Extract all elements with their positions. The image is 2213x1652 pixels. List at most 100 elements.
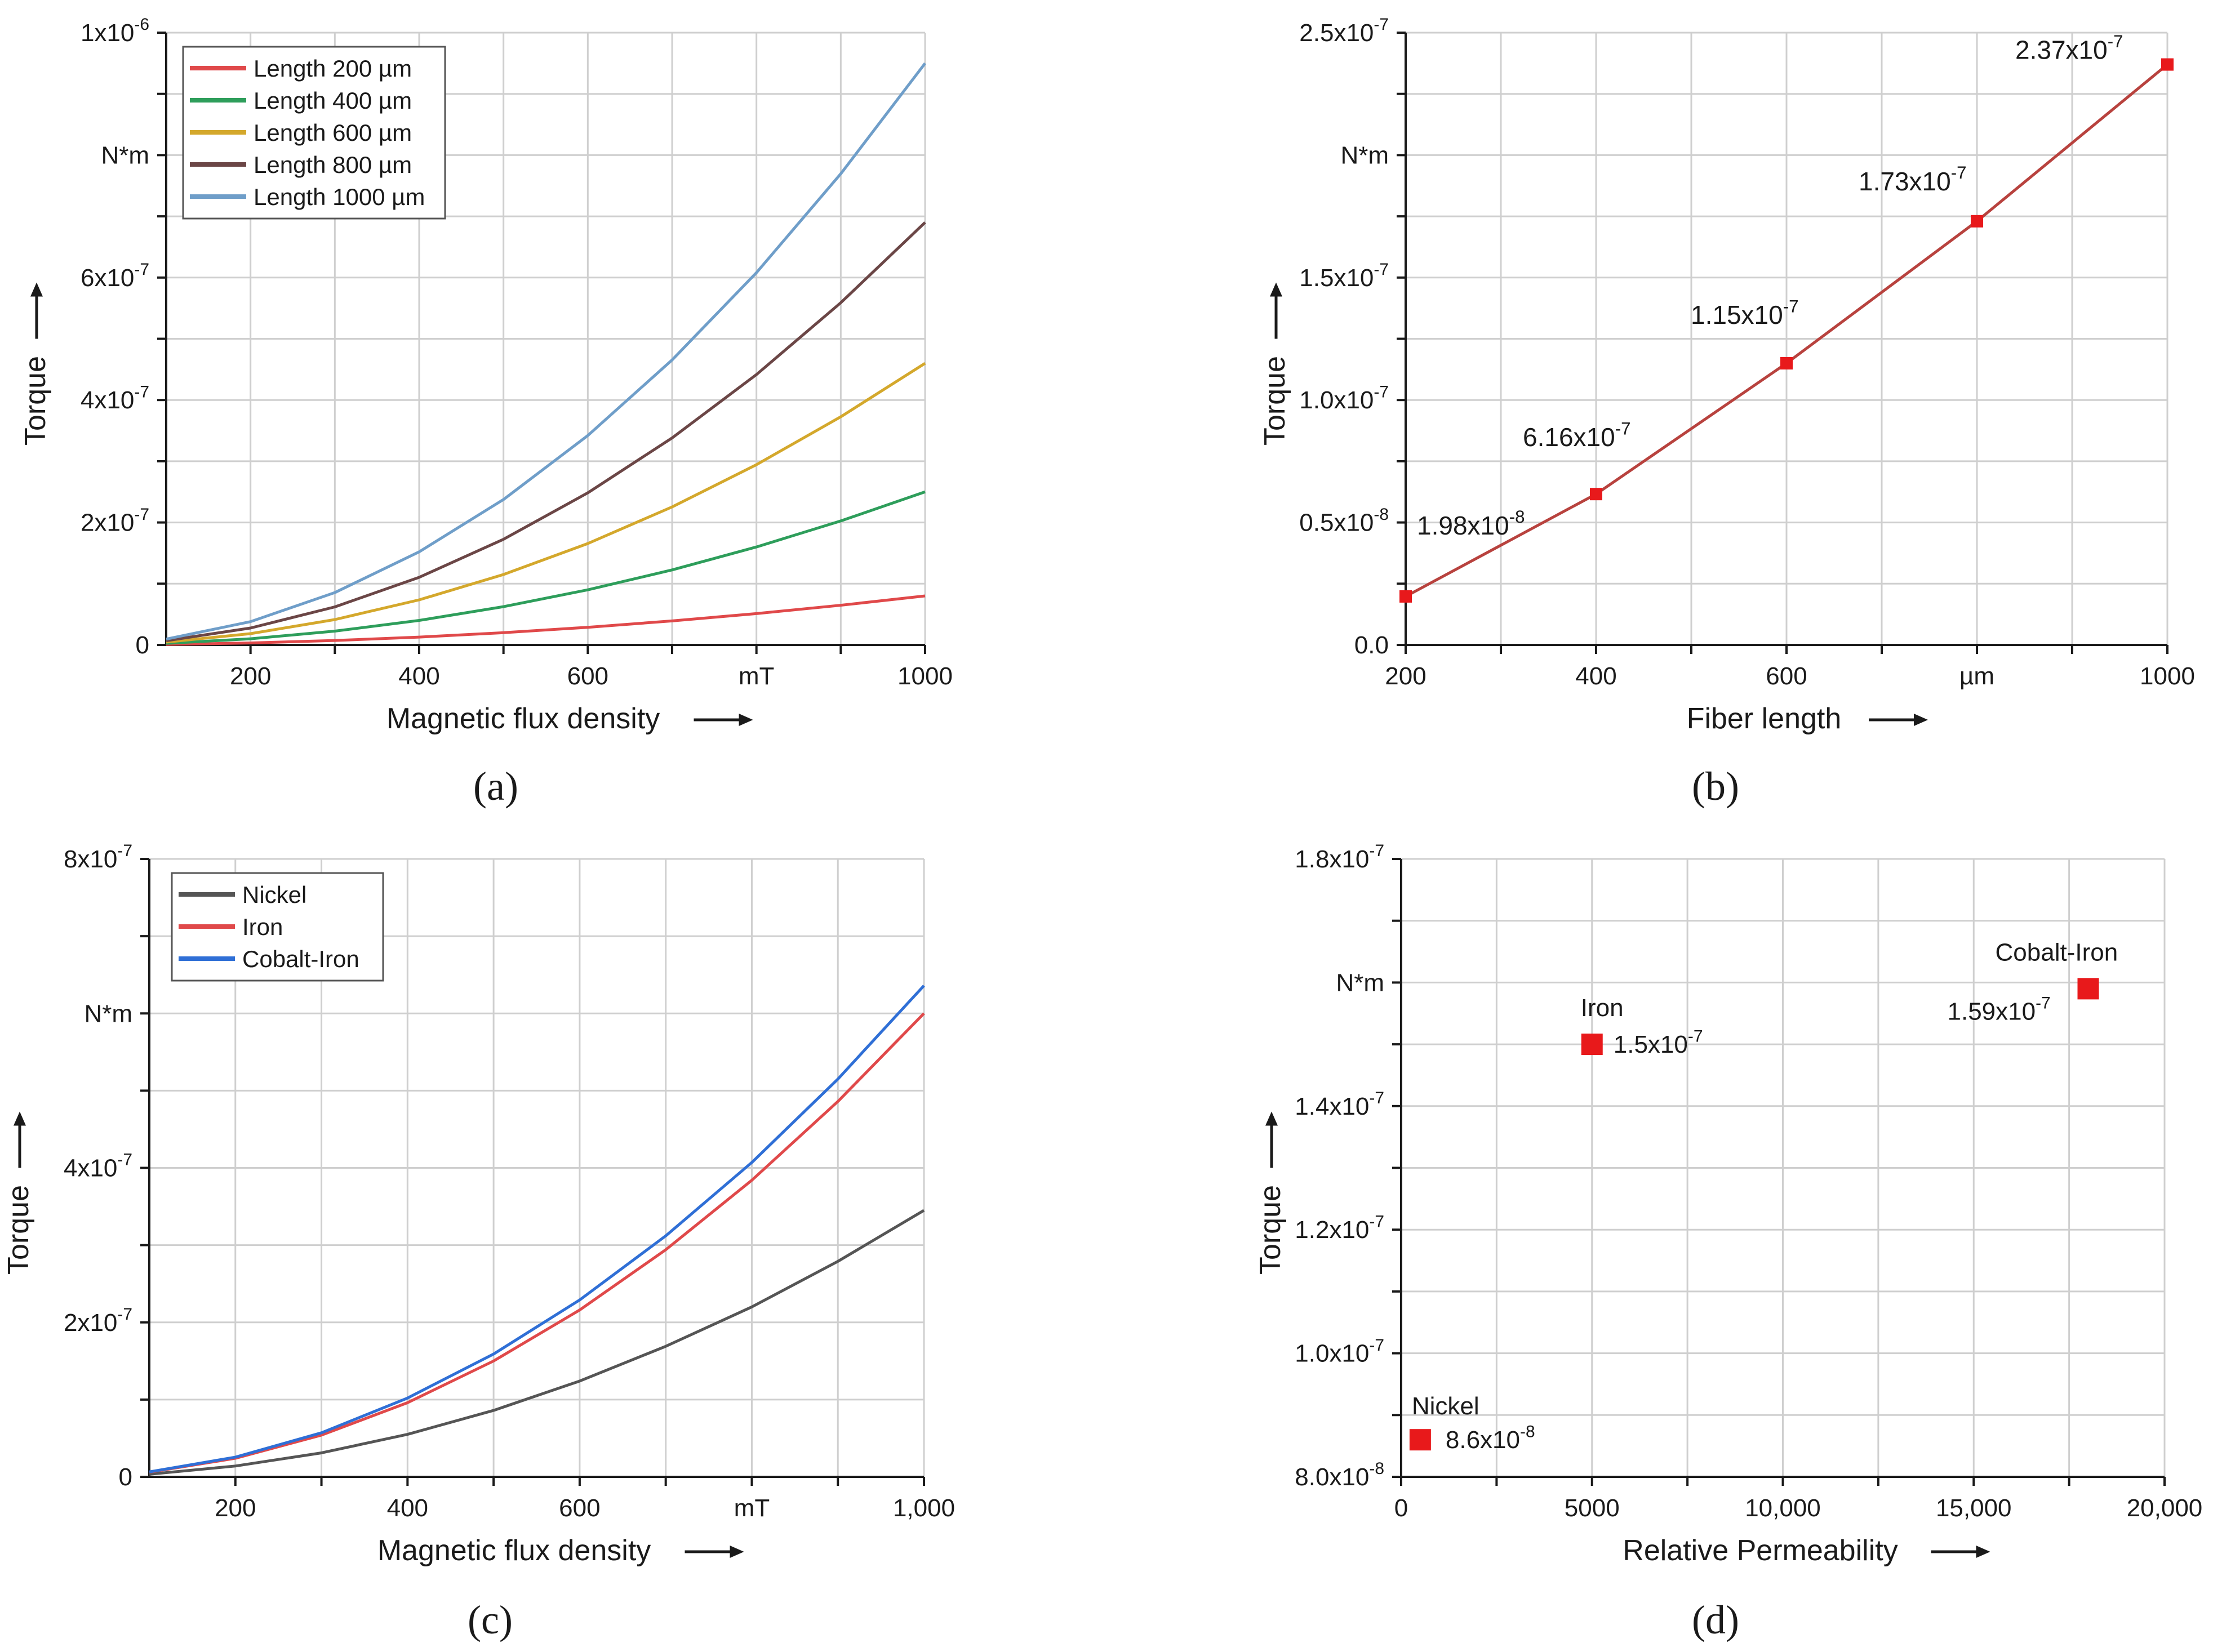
caption-c: (c)	[468, 1597, 513, 1642]
y-tick-label: 1.4x10-7	[1295, 1089, 1384, 1120]
x-tick-label: 15,000	[1936, 1494, 2012, 1522]
series-line-length-200-m	[166, 594, 926, 646]
point-name-label: Iron	[1581, 994, 1624, 1022]
y-tick-label: 8.0x10-8	[1295, 1459, 1384, 1491]
x-axis-label: Magnetic flux density	[386, 702, 660, 735]
chart-d: 0 5000 10,000 15,000 20,000 8.0x10-8 1.0x10-7 1…	[1254, 841, 2202, 1567]
x-axis-arrowhead-icon	[1976, 1546, 1990, 1558]
y-tick-label: 0	[136, 631, 149, 659]
y-tick-label: 0.5x10-8	[1299, 505, 1389, 537]
data-point-marker	[1971, 215, 1983, 228]
y-tick-label: 1x10-6	[81, 15, 149, 47]
data-point-nickel	[1409, 1429, 1431, 1451]
x-tick-label: 200	[1385, 662, 1426, 690]
data-point-iron	[1581, 1034, 1603, 1056]
y-tick-label: 1.2x10-7	[1295, 1212, 1384, 1244]
series-line-length-800-m	[166, 221, 926, 642]
point-value-label: 1.59x10-7	[1948, 994, 2051, 1026]
y-tick-label: N*m	[1340, 141, 1389, 169]
data-point-marker	[1780, 357, 1793, 369]
legend-label: Length 800 µm	[254, 152, 412, 178]
y-axis-arrowhead-icon	[14, 1111, 26, 1126]
data-label: 1.15x10-7	[1691, 296, 1799, 329]
y-tick-label: 2.5x10-7	[1299, 15, 1389, 47]
x-axis-arrowhead-icon	[739, 714, 753, 726]
legend-label: Cobalt-Iron	[242, 946, 359, 972]
series-line-length-400-m	[166, 490, 926, 645]
x-tick-label: µm	[1959, 662, 1994, 690]
legend-label: Nickel	[242, 881, 306, 908]
series-line-iron	[149, 1012, 925, 1474]
y-axis-arrowhead-icon	[1265, 1111, 1278, 1126]
y-tick-label: N*m	[1336, 969, 1384, 996]
caption-a: (a)	[473, 764, 518, 809]
x-tick-label: 1000	[897, 662, 953, 690]
y-tick-label: 2x10-7	[81, 505, 149, 537]
x-tick-label: 400	[398, 662, 439, 690]
data-point-marker	[2161, 58, 2174, 71]
y-axis-label: Torque	[1254, 1185, 1287, 1275]
y-axis-arrowhead-icon	[30, 282, 43, 297]
series-line-nickel	[149, 1209, 925, 1476]
chart-c: 200 400 600 mT 1,000 0 2x10-7 4x10-7 N*m 8x10-7 Ma…	[2, 841, 955, 1567]
x-tick-label: 0	[1394, 1494, 1408, 1522]
x-tick-label: 1000	[2140, 662, 2195, 690]
y-tick-label: 4x10-7	[64, 1151, 132, 1182]
point-value-label: 8.6x10-8	[1446, 1422, 1535, 1454]
x-tick-label: 20,000	[2127, 1494, 2203, 1522]
legend-label: Length 1000 µm	[254, 184, 425, 210]
data-point-cobalt-iron	[2077, 978, 2099, 1000]
x-tick-label: 600	[559, 1494, 600, 1522]
x-tick-label: 5000	[1565, 1494, 1620, 1522]
x-tick-label: 400	[387, 1494, 428, 1522]
caption-d: (d)	[1692, 1597, 1739, 1642]
x-tick-label: 600	[1766, 662, 1807, 690]
y-tick-label: 0.0	[1354, 631, 1389, 659]
x-tick-label: 1,000	[893, 1494, 955, 1522]
x-tick-label: mT	[739, 662, 775, 690]
data-label: 1.98x10-8	[1417, 507, 1525, 540]
data-point-marker	[1399, 590, 1412, 603]
y-axis-label: Torque	[2, 1185, 35, 1275]
caption-b: (b)	[1692, 764, 1739, 809]
y-axis-label: Torque	[19, 356, 52, 446]
data-label: 2.37x10-7	[2015, 32, 2123, 65]
y-tick-label: 1.0x10-7	[1299, 382, 1389, 414]
y-tick-label: 1.5x10-7	[1299, 260, 1389, 292]
x-axis-label: Fiber length	[1687, 702, 1842, 735]
y-axis-label: Torque	[1259, 356, 1291, 446]
y-tick-label: 8x10-7	[64, 841, 132, 873]
point-name-label: Cobalt-Iron	[1996, 938, 2118, 966]
y-tick-label: 1.8x10-7	[1295, 841, 1384, 873]
y-tick-label: N*m	[84, 1000, 132, 1027]
legend-label: Length 600 µm	[254, 119, 412, 146]
data-label: 6.16x10-7	[1523, 418, 1631, 452]
x-tick-label: 400	[1575, 662, 1616, 690]
x-axis-label: Relative Permeability	[1623, 1534, 1898, 1567]
y-tick-label: 1.0x10-7	[1295, 1336, 1384, 1368]
series-line-length-600-m	[166, 362, 926, 644]
y-tick-label: 6x10-7	[81, 260, 149, 292]
y-tick-label: 2x10-7	[64, 1305, 132, 1337]
y-tick-label: 4x10-7	[81, 382, 149, 414]
series-line-cobalt-iron	[149, 985, 925, 1473]
chart-a: 200 400 600 mT 1000 0 2x10-7 4x10-7 6x10-7 N*m 1x1…	[19, 15, 953, 735]
series-line-length-1000-m	[166, 62, 926, 641]
y-tick-label: 0	[119, 1463, 132, 1491]
legend-label: Length 400 µm	[254, 87, 412, 114]
grid-c	[149, 858, 925, 1478]
x-tick-label: 200	[230, 662, 271, 690]
data-label: 1.73x10-7	[1859, 163, 1967, 196]
legend-label: Iron	[242, 914, 283, 940]
y-tick-label: N*m	[101, 141, 149, 169]
x-tick-label: 200	[215, 1494, 256, 1522]
chart-b: 200 400 600 µm 1000 0.0 0.5x10-8 1.0x10-7 1.5x10…	[1259, 15, 2195, 735]
x-tick-label: mT	[734, 1494, 770, 1522]
y-axis-arrowhead-icon	[1270, 282, 1282, 297]
data-point-marker	[1590, 488, 1602, 501]
x-axis-label: Magnetic flux density	[377, 1534, 651, 1567]
point-value-label: 1.5x10-7	[1614, 1027, 1703, 1058]
x-tick-label: 10,000	[1745, 1494, 1821, 1522]
